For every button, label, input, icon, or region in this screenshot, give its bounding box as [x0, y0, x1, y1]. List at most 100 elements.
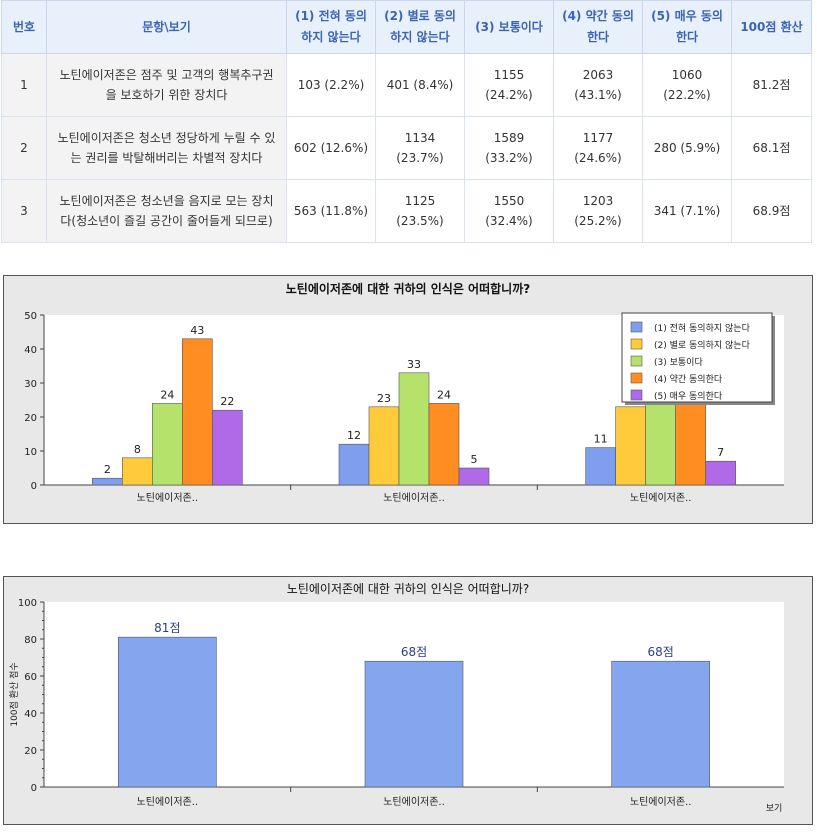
data-label: 8 — [134, 443, 141, 456]
bar — [398, 372, 430, 486]
bar — [615, 406, 646, 486]
legend-label: (2) 별로 동의하지 않는다 — [654, 340, 751, 351]
x-tick-label: 노틴에이저존.. — [383, 492, 445, 504]
y-tick-label: 50 — [24, 311, 37, 322]
y-tick-label: 20 — [24, 413, 37, 424]
cell-c4: 1177 (24.6%) — [553, 116, 643, 180]
y-tick-label: 0 — [31, 481, 37, 492]
bar — [705, 460, 736, 486]
cell-c1: 563 (11.8%) — [286, 179, 376, 243]
bar — [585, 447, 616, 486]
bar — [364, 660, 464, 788]
header-col-opt4: (4) 약간 동의 한다 — [553, 0, 643, 54]
cell-c3: 1589 (33.2%) — [464, 116, 554, 180]
cell-no: 3 — [1, 179, 47, 243]
chart-score: 노틴에이저존에 대한 귀하의 인식은 어떠합니까? 0 20 40 60 80 100 100… — [8, 582, 784, 814]
data-label: 23 — [377, 392, 391, 405]
cell-no: 1 — [1, 53, 47, 117]
cell-score: 68.1점 — [731, 116, 812, 180]
data-label: 24 — [160, 388, 174, 401]
table-header-row: 번호 문항\보기 (1) 전혀 동의 하지 않는다 (2) 별로 동의 하지 않는다(… — [1, 0, 812, 54]
bar — [458, 467, 490, 486]
data-label: 68점 — [648, 645, 674, 659]
bar — [152, 403, 183, 486]
cell-c3: 1550 (32.4%) — [464, 179, 554, 243]
data-label: 2 — [104, 463, 111, 476]
x-tick-label: 노틴에이저존.. — [630, 492, 692, 504]
chart-distribution: 노틴에이저존에 대한 귀하의 인식은 어떠합니까? 0 10 20 30 40 50 노틴에이… — [24, 281, 784, 504]
cell-c1: 602 (12.6%) — [286, 116, 376, 180]
y-tick-label: 80 — [24, 635, 37, 646]
data-label: 24 — [437, 388, 451, 401]
y-tick-label: 100 — [18, 598, 37, 609]
data-label: 7 — [717, 446, 724, 459]
x-axis-label: 보기 — [766, 803, 783, 814]
x-tick-label: 노틴에이저존.. — [630, 796, 692, 808]
legend-swatch — [630, 389, 643, 401]
cell-c2: 1125 (23.5%) — [375, 179, 465, 243]
cell-c2: 1134 (23.7%) — [375, 116, 465, 180]
x-tick-label: 노틴에이저존.. — [383, 796, 445, 808]
chart-title: 노틴에이저존에 대한 귀하의 인식은 어떠합니까? — [286, 281, 531, 296]
header-col-opt3: (3) 보통이다 — [464, 0, 554, 54]
survey-results-table: 번호 문항\보기 (1) 전혀 동의 하지 않는다 (2) 별로 동의 하지 않는다(… — [1, 0, 812, 243]
legend-label: (4) 약간 동의한다 — [654, 373, 723, 385]
legend-label: (3) 보통이다 — [654, 357, 703, 368]
bar — [675, 399, 706, 486]
data-label: 11 — [594, 433, 608, 446]
cell-c3: 1155 (24.2%) — [464, 53, 554, 117]
cell-question: 노틴에이저존은 청소년을 음지로 모는 장치 다(청소년이 즐길 공간이 줄어들… — [46, 179, 287, 243]
bar — [611, 660, 710, 788]
bar — [428, 403, 460, 486]
header-col-question: 문항\보기 — [46, 0, 287, 54]
cell-c4: 2063 (43.1%) — [553, 53, 643, 117]
legend — [621, 312, 773, 403]
table-row: 2 노틴에이저존은 청소년 정당하게 누릴 수 있 는 권리를 박탈해버리는 차별… — [1, 116, 812, 180]
y-tick-label: 60 — [24, 672, 37, 683]
bar — [368, 406, 400, 486]
cell-c5: 1060 (22.2%) — [642, 53, 732, 117]
chart-panel-score: 노틴에이저존에 대한 귀하의 인식은 어떠합니까? 0 20 40 60 80 100 100… — [3, 576, 813, 825]
data-label: 5 — [471, 453, 478, 466]
header-col-opt5: (5) 매우 동의 한다 — [642, 0, 732, 54]
y-tick-label: 10 — [24, 447, 37, 458]
bar — [182, 338, 213, 486]
x-tick-label: 노틴에이저존.. — [137, 796, 199, 808]
y-tick-label: 40 — [24, 709, 37, 720]
legend-swatch — [630, 355, 643, 367]
y-tick-label: 30 — [24, 379, 37, 390]
data-label: 22 — [220, 395, 234, 408]
cell-c5: 341 (7.1%) — [642, 179, 732, 243]
data-label: 33 — [407, 358, 421, 371]
table-row: 1 노틴에이저존은 점주 및 고객의 행복추구권 을 보호하기 위한 장치다 103… — [1, 53, 812, 117]
bar — [122, 457, 153, 486]
cell-c2: 401 (8.4%) — [375, 53, 465, 117]
data-label: 43 — [190, 324, 204, 337]
chart-panel-distribution: 노틴에이저존에 대한 귀하의 인식은 어떠합니까? 0 10 20 30 40 50 노틴에이… — [3, 275, 813, 524]
legend-swatch — [630, 338, 643, 350]
bar — [92, 477, 123, 486]
y-tick-label: 40 — [24, 345, 37, 356]
data-label: 12 — [347, 429, 361, 442]
cell-c1: 103 (2.2%) — [286, 53, 376, 117]
y-axis-label: 100점 환산 점수 — [8, 662, 20, 726]
cell-no: 2 — [1, 116, 47, 180]
chart-title: 노틴에이저존에 대한 귀하의 인식은 어떠합니까? — [287, 582, 529, 596]
legend-label: (1) 전혀 동의하지 않는다 — [654, 323, 751, 334]
cell-c4: 1203 (25.2%) — [553, 179, 643, 243]
y-tick-label: 20 — [24, 746, 37, 757]
header-col-score: 100점 환산 — [731, 0, 812, 54]
cell-question: 노틴에이저존은 청소년 정당하게 누릴 수 있 는 권리를 박탈해버리는 차별적… — [46, 116, 287, 180]
bar — [118, 636, 217, 788]
data-label: 81점 — [154, 621, 180, 635]
cell-question: 노틴에이저존은 점주 및 고객의 행복추구권 을 보호하기 위한 장치다 — [46, 53, 287, 117]
header-col-opt1: (1) 전혀 동의 하지 않는다 — [286, 0, 376, 54]
cell-score: 68.9점 — [731, 179, 812, 243]
cell-score: 81.2점 — [731, 53, 812, 117]
table-row: 3 노틴에이저존은 청소년을 음지로 모는 장치 다(청소년이 즐길 공간이 줄어… — [1, 179, 812, 243]
bar — [212, 409, 243, 486]
y-tick-label: 0 — [31, 783, 37, 794]
bar — [338, 443, 370, 486]
header-col-opt2: (2) 별로 동의 하지 않는다 — [375, 0, 465, 54]
legend-label: (5) 매우 동의한다 — [654, 391, 723, 402]
